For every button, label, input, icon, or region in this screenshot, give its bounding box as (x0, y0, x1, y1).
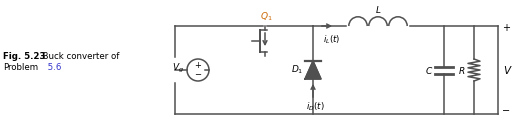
Text: $i_D(t)$: $i_D(t)$ (306, 101, 324, 113)
Text: $D_1$: $D_1$ (290, 64, 303, 76)
Text: −: − (502, 106, 510, 116)
Text: $R$: $R$ (457, 64, 465, 75)
Text: Buck converter of: Buck converter of (37, 52, 119, 61)
Text: $V$: $V$ (503, 64, 512, 76)
Text: +: + (195, 61, 201, 70)
Polygon shape (305, 61, 321, 79)
Text: 5.6: 5.6 (45, 63, 61, 72)
Text: Fig. 5.23: Fig. 5.23 (3, 52, 46, 61)
Text: Problem: Problem (3, 63, 38, 72)
Text: +: + (502, 23, 510, 33)
Text: −: − (194, 70, 201, 80)
Text: $Q_1$: $Q_1$ (260, 10, 272, 23)
Text: $L$: $L$ (375, 4, 381, 15)
Text: $C$: $C$ (425, 64, 433, 75)
Text: $V_g$: $V_g$ (172, 61, 184, 75)
Text: $i_L(t)$: $i_L(t)$ (323, 34, 341, 47)
